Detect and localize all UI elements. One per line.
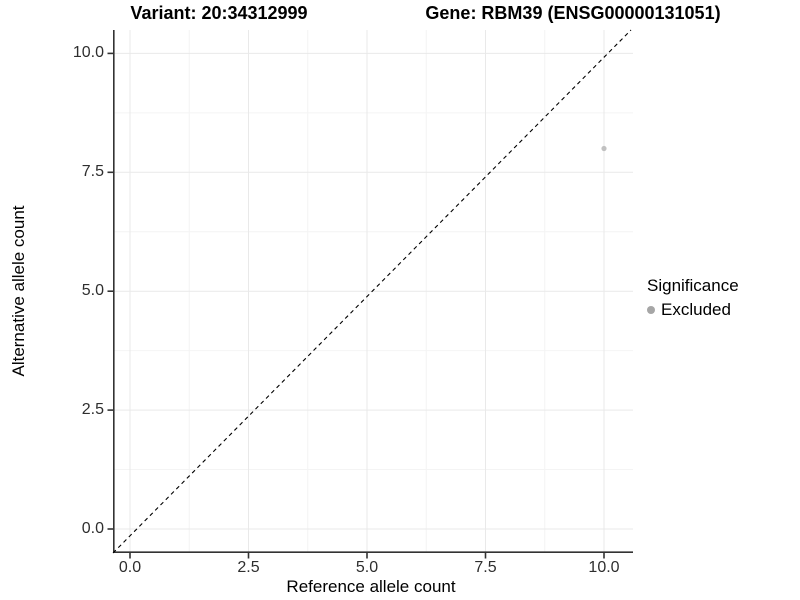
plot-title-variant: Variant: 20:34312999	[130, 3, 308, 23]
y-tick-label: 10.0	[72, 44, 104, 62]
x-tick-label: 10.0	[588, 559, 620, 576]
x-tick-label: 2.5	[237, 559, 260, 576]
legend: Significance Excluded	[647, 276, 739, 320]
x-tick-label: 7.5	[474, 559, 497, 576]
plot-panel	[107, 29, 633, 559]
legend-title: Significance	[647, 276, 739, 295]
legend-key-dot	[647, 306, 655, 314]
x-tick-label: 5.0	[355, 559, 379, 576]
x-axis-title: Reference allele count	[286, 577, 456, 596]
plot-title-gene: Gene: RBM39 (ENSG00000131051)	[425, 3, 721, 23]
identity-reference-line	[112, 29, 632, 554]
legend-item-excluded: Excluded	[647, 300, 739, 320]
y-tick-label: 7.5	[81, 163, 104, 181]
y-tick-label: 5.0	[81, 282, 104, 300]
x-tick-label: 0.0	[118, 559, 142, 576]
y-tick-label: 0.0	[81, 520, 104, 537]
y-tick-label: 2.5	[81, 401, 104, 419]
data-point-excluded	[601, 145, 607, 152]
legend-item-label: Excluded	[661, 300, 731, 319]
y-axis-title: Alternative allele count	[9, 205, 28, 377]
